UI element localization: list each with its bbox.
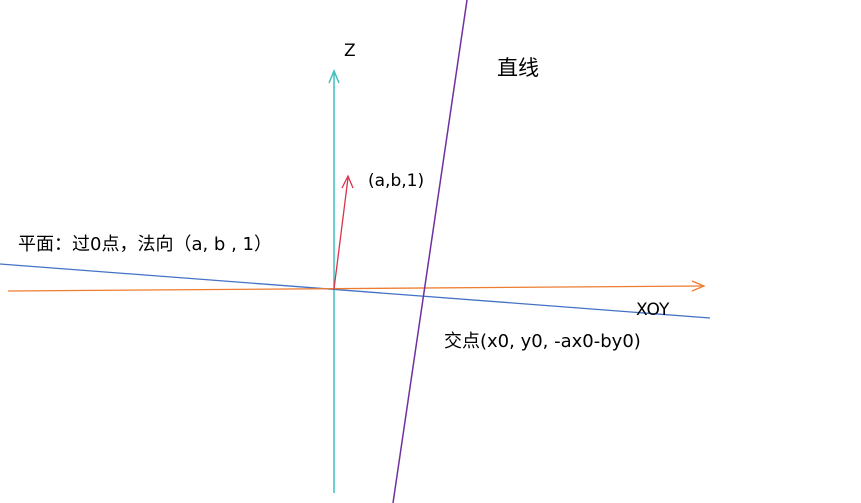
intersection-label: 交点(x0, y0, -ax0-by0) <box>444 331 641 352</box>
normal-vector <box>333 174 354 290</box>
x-axis-arrowhead <box>691 280 706 292</box>
straight-line <box>392 0 468 503</box>
line-label: 直线 <box>497 56 539 80</box>
xoy-label: XOY <box>636 300 670 320</box>
plane-line <box>0 263 711 319</box>
normal-vector-arrowhead <box>341 174 354 189</box>
normal-vector-label: (a,b,1) <box>368 171 425 191</box>
x-axis <box>7 280 706 292</box>
z-axis-label: Z <box>344 41 356 61</box>
plane-label: 平面：过0点，法向（a, b , 1） <box>18 234 272 255</box>
z-axis <box>328 69 340 493</box>
z-axis-arrowhead <box>328 69 340 84</box>
